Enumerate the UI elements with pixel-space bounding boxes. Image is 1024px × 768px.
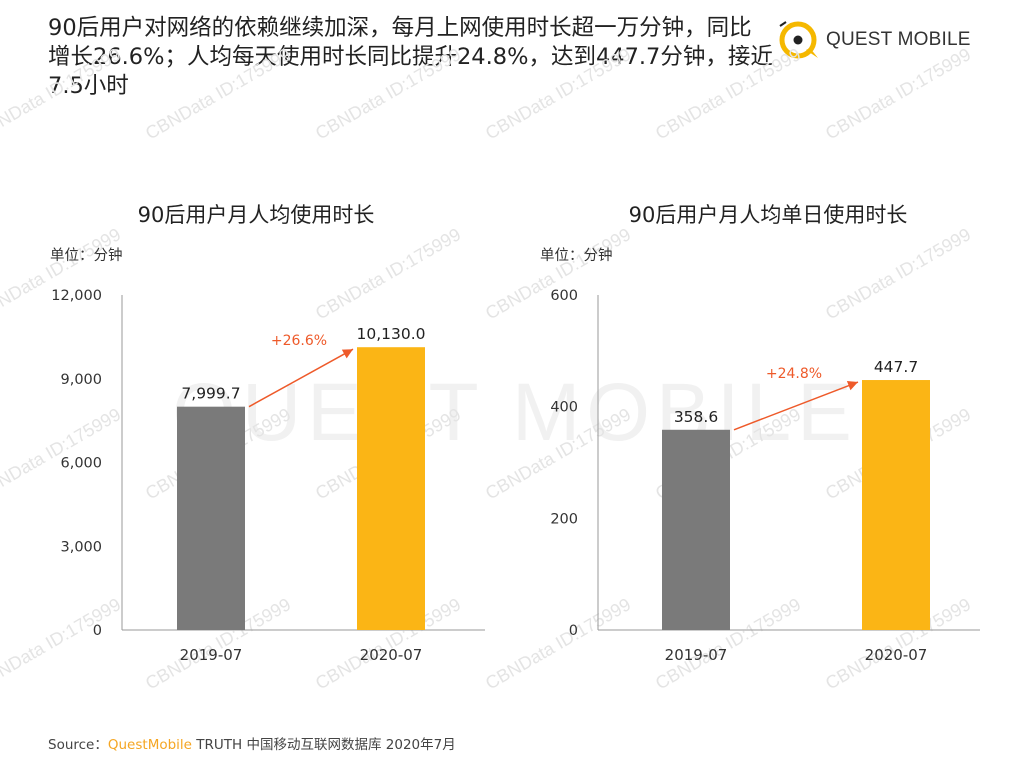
growth-arrow-line bbox=[248, 348, 354, 408]
data-label: 447.7 bbox=[874, 358, 918, 376]
y-tick-label: 12,000 bbox=[51, 288, 102, 304]
chart-title: 90后用户月人均单日使用时长 bbox=[629, 203, 908, 227]
bar-2019-07 bbox=[177, 406, 245, 630]
unit-label: 单位：分钟 bbox=[50, 247, 123, 264]
source-brand: QuestMobile bbox=[107, 737, 192, 753]
page-headline: 90后用户对网络的依赖继续加深，每月上网使用时长超一万分钟，同比增长26.6%；… bbox=[48, 15, 773, 99]
y-tick-label: 9,000 bbox=[60, 372, 102, 388]
unit-label: 单位：分钟 bbox=[540, 247, 613, 264]
growth-arrowhead bbox=[341, 349, 353, 359]
growth-arrowhead bbox=[846, 380, 858, 391]
growth-arrow-line bbox=[733, 381, 859, 431]
brand-logo: QUEST MOBILE bbox=[776, 12, 971, 68]
brand-name: QUEST MOBILE bbox=[826, 29, 971, 50]
x-tick-label: 2019-07 bbox=[180, 646, 243, 664]
bar-2020-07 bbox=[862, 380, 930, 630]
y-tick-label: 200 bbox=[550, 511, 578, 527]
source-rest: TRUTH 中国移动互联网数据库 2020年7月 bbox=[191, 737, 456, 753]
data-label: 7,999.7 bbox=[181, 385, 240, 403]
chart-title: 90后用户月人均使用时长 bbox=[138, 203, 375, 227]
y-tick-label: 600 bbox=[550, 288, 578, 304]
y-tick-label: 0 bbox=[93, 623, 102, 639]
data-label: 10,130.0 bbox=[356, 325, 425, 343]
x-tick-label: 2020-07 bbox=[865, 646, 928, 664]
x-tick-label: 2020-07 bbox=[360, 646, 423, 664]
data-label: 358.6 bbox=[674, 408, 718, 426]
y-tick-label: 6,000 bbox=[60, 456, 102, 472]
bar-2019-07 bbox=[662, 429, 730, 630]
growth-label: +26.6% bbox=[271, 333, 327, 349]
source-note: Source：QuestMobile TRUTH 中国移动互联网数据库 2020… bbox=[48, 733, 456, 753]
y-tick-label: 3,000 bbox=[60, 539, 102, 555]
growth-label: +24.8% bbox=[766, 366, 822, 382]
bar-2020-07 bbox=[357, 347, 425, 630]
questmobile-logo-icon bbox=[779, 21, 818, 59]
y-tick-label: 0 bbox=[569, 623, 578, 639]
y-tick-label: 400 bbox=[550, 400, 578, 416]
x-tick-label: 2019-07 bbox=[665, 646, 728, 664]
source-label: Source： bbox=[48, 737, 108, 753]
